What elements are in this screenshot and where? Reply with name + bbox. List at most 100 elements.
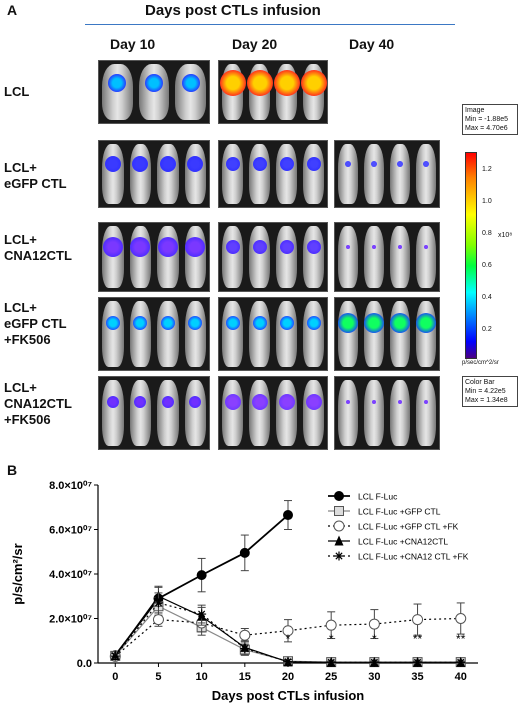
mouse-image-group <box>218 60 328 124</box>
mouse-silhouette <box>102 226 124 288</box>
luminescence-signal <box>159 156 176 173</box>
mouse-silhouette <box>102 380 124 446</box>
legend-marker <box>334 491 344 501</box>
mouse-silhouette <box>157 301 179 367</box>
luminescence-signal <box>161 396 174 409</box>
day-label-10: Day 10 <box>110 36 156 52</box>
mouse-image-group <box>334 376 440 450</box>
mouse-silhouette <box>390 226 410 288</box>
luminescence-signal <box>306 316 321 331</box>
mouse-silhouette <box>338 226 358 288</box>
mouse-silhouette <box>184 380 206 446</box>
mouse-silhouette <box>276 144 297 204</box>
data-point <box>283 657 293 667</box>
luminescence-signal <box>390 313 410 334</box>
data-point <box>110 651 120 661</box>
color-bar-tick: 1.2 <box>482 166 492 173</box>
luminescence-signal <box>300 69 327 96</box>
mouse-silhouette <box>338 301 358 367</box>
data-point <box>239 629 251 641</box>
luminescence-signal <box>145 73 163 92</box>
mouse-silhouette <box>390 380 410 446</box>
luminescence-signal <box>305 394 322 411</box>
legend-label: LCL F-Luc +GFP CTL <box>358 507 441 517</box>
data-point <box>413 657 423 667</box>
x-tick-label: 10 <box>196 671 208 683</box>
luminescence-signal <box>225 239 240 254</box>
y-tick-label: 0.0 <box>77 658 92 670</box>
luminescence-signal <box>346 400 350 405</box>
mouse-silhouette <box>129 301 151 367</box>
luminescence-signal <box>187 156 204 173</box>
mouse-silhouette <box>303 144 324 204</box>
color-bar-min-max-box: Color Bar Min = 4.22e5 Max = 1.34e8 <box>462 376 518 407</box>
luminescence-signal <box>188 316 203 331</box>
data-point <box>455 613 467 624</box>
mouse-silhouette <box>276 226 297 288</box>
luminescence-signal <box>225 157 240 172</box>
luminescence-signal <box>423 161 429 168</box>
mouse-silhouette <box>390 301 410 367</box>
data-point <box>153 598 163 608</box>
mouse-silhouette <box>416 380 436 446</box>
series-line-2 <box>114 617 461 657</box>
data-point <box>239 547 250 558</box>
mouse-image-group <box>218 222 328 292</box>
color-bar-axis-label: p/sec/cm^2/sr <box>462 360 499 366</box>
header-rule <box>85 24 455 25</box>
luminescence-signal <box>397 161 403 168</box>
mouse-silhouette <box>129 380 151 446</box>
mouse-silhouette <box>175 64 206 120</box>
luminescence-signal <box>424 244 428 249</box>
mouse-image-group <box>98 297 210 371</box>
x-tick-label: 30 <box>368 671 380 683</box>
luminescence-signal <box>160 316 175 331</box>
luminescence-signal <box>133 316 148 331</box>
luminescence-signal <box>398 244 402 249</box>
luminescence-signal <box>279 157 294 172</box>
luminescence-signal <box>108 73 127 92</box>
mouse-silhouette <box>276 380 297 446</box>
luminescence-signal <box>424 400 428 405</box>
mouse-silhouette <box>157 380 179 446</box>
mouse-silhouette <box>102 64 133 120</box>
luminescence-signal <box>225 316 240 331</box>
mouse-silhouette <box>416 226 436 288</box>
luminescence-signal <box>345 161 351 168</box>
legend-label: LCL F-Luc +GFP CTL +FK <box>358 522 459 532</box>
luminescence-signal <box>372 244 376 249</box>
luminescence-signal <box>104 156 121 173</box>
color-bar-unit: x10⁸ <box>498 232 513 239</box>
mouse-silhouette <box>249 144 270 204</box>
mouse-silhouette <box>249 226 270 288</box>
mouse-image-group <box>218 376 328 450</box>
legend-label: LCL F-Luc <box>358 492 398 502</box>
luminescence-signal <box>102 236 123 257</box>
mouse-silhouette <box>138 64 170 120</box>
data-point <box>283 510 293 521</box>
significance-mark: * <box>372 632 377 646</box>
legend-marker <box>334 551 344 561</box>
x-tick-label: 35 <box>411 671 423 683</box>
x-tick-label: 25 <box>325 671 337 683</box>
day-label-40: Day 40 <box>349 36 395 52</box>
mouse-silhouette <box>303 226 324 288</box>
data-point <box>197 609 207 619</box>
data-point <box>325 619 337 631</box>
row-label-lcl-cna12-fk: LCL+ CNA12CTL +FK506 <box>4 380 72 427</box>
luminescence-signal <box>306 239 321 254</box>
mouse-image-group <box>218 297 328 371</box>
x-axis-label: Days post CTLs infusion <box>212 688 364 703</box>
mouse-silhouette <box>222 380 243 446</box>
mouse-image-group <box>98 222 210 292</box>
luminescence-signal <box>279 239 294 254</box>
luminescence-signal <box>416 313 436 334</box>
mouse-image-group <box>98 60 210 124</box>
mouse-silhouette <box>102 144 124 204</box>
luminescence-signal <box>157 236 178 257</box>
mouse-silhouette <box>249 301 270 367</box>
y-tick-label: 4.0×10⁰⁷ <box>49 569 92 581</box>
data-point <box>152 614 164 626</box>
data-point <box>456 657 466 667</box>
x-tick-label: 0 <box>112 671 118 683</box>
